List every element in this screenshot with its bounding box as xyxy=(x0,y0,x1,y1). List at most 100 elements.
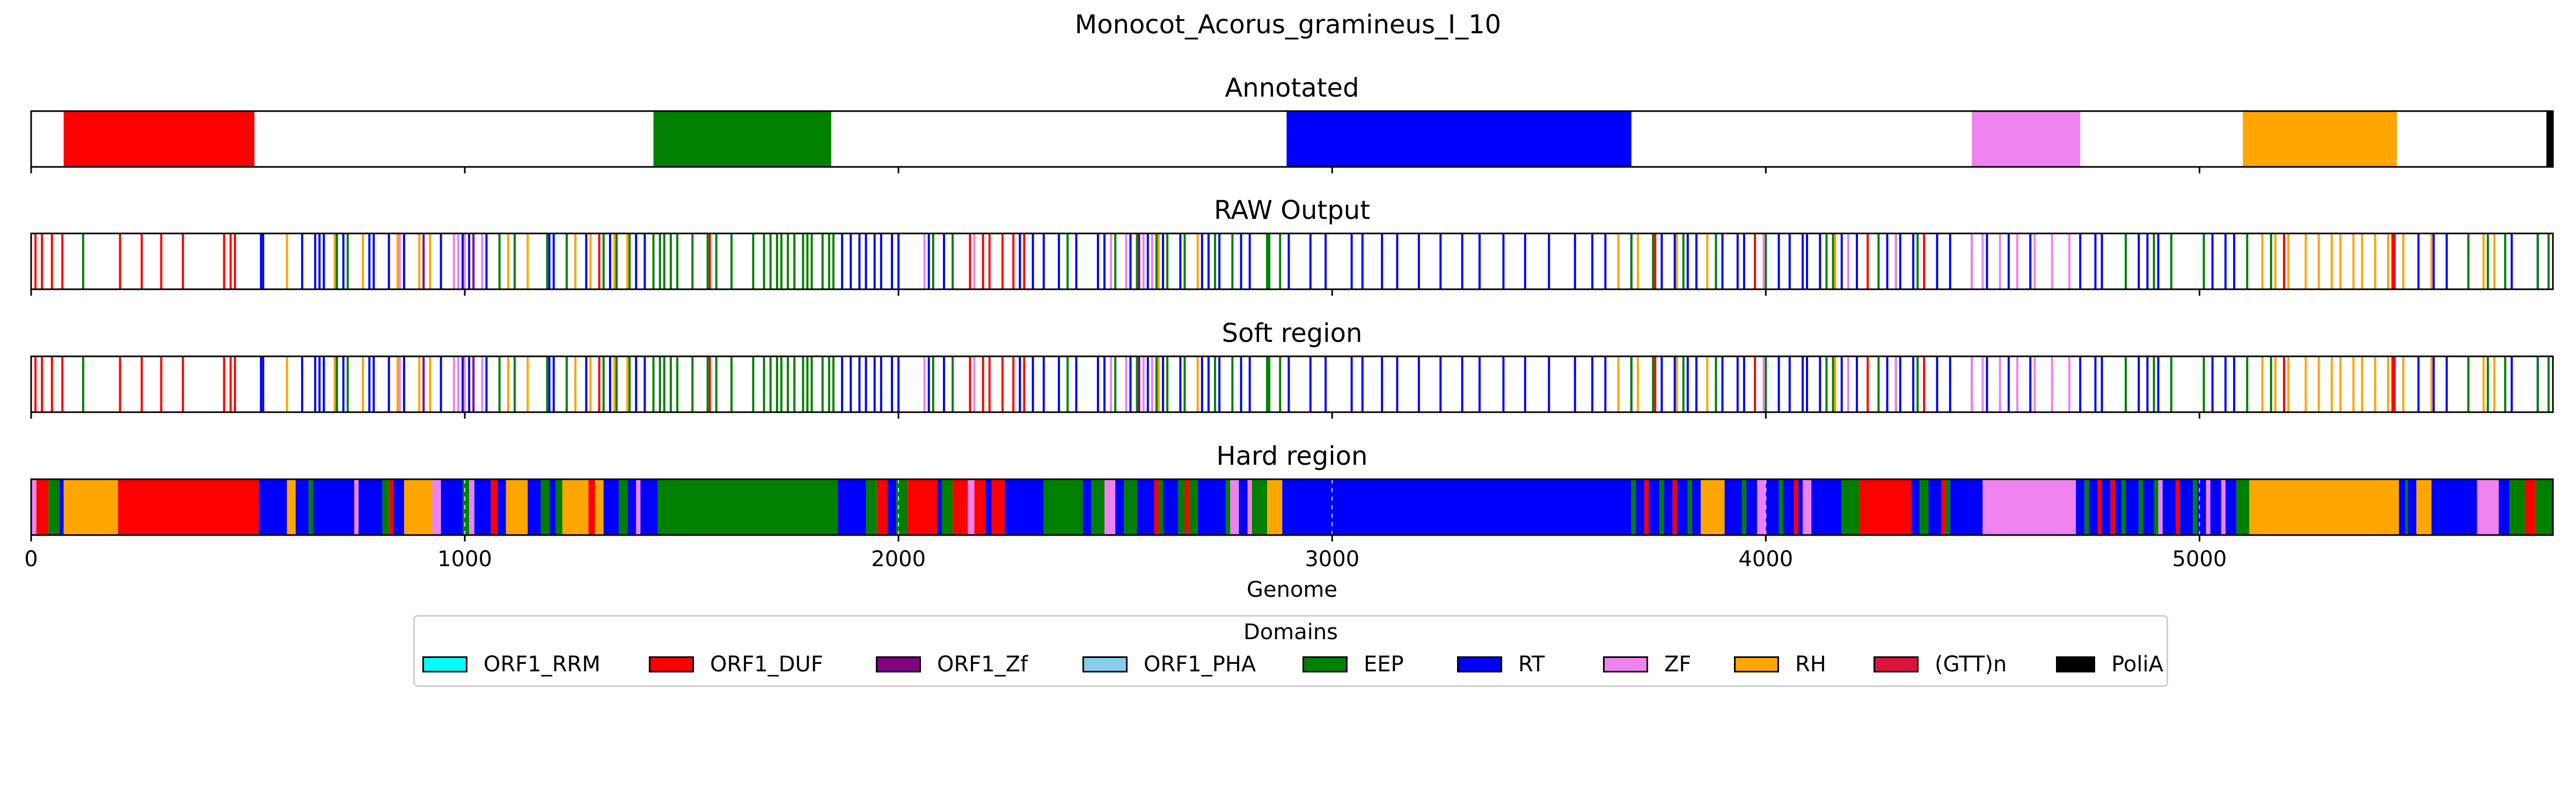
segment-rh xyxy=(287,479,296,535)
track-annotated: Annotated xyxy=(30,73,2554,173)
segment-rh xyxy=(562,479,589,535)
segment-rh xyxy=(404,479,433,535)
legend-item-polia: PoliA xyxy=(2056,651,2163,678)
segment-orf1-duf xyxy=(907,479,938,535)
segment-rt xyxy=(2225,479,2237,535)
track-frame xyxy=(30,355,2554,413)
legend-label: ZF xyxy=(1664,652,1692,677)
segment-eep xyxy=(1841,479,1860,535)
segment-eep xyxy=(1091,479,1105,535)
track-title: RAW Output xyxy=(1214,195,1370,225)
segment-rh xyxy=(2249,479,2399,535)
segment-rt xyxy=(1115,479,1124,535)
segment-zf xyxy=(31,479,36,535)
legend-swatch xyxy=(1302,656,1348,672)
legend-swatch xyxy=(2056,656,2096,672)
segment-rh xyxy=(506,479,528,535)
legend-item-gtt-n: (GTT)n xyxy=(1874,651,2056,678)
segment-orf1-duf xyxy=(1859,479,1912,535)
segment-rt xyxy=(441,479,463,535)
segment-eep xyxy=(1687,479,1692,535)
segment-orf1-duf xyxy=(2097,479,2102,535)
legend-item-rh: RH xyxy=(1734,651,1874,678)
track-raw-output: RAW Output xyxy=(30,195,2554,296)
segment-eep xyxy=(896,479,908,535)
segment-rt xyxy=(1766,479,1779,535)
segment-zf xyxy=(1247,479,1252,535)
segment-eep xyxy=(2121,479,2126,535)
segment-orf1-duf xyxy=(118,479,259,535)
segment-rt xyxy=(2399,479,2406,535)
segment-rt xyxy=(1911,479,1920,535)
segment-rt xyxy=(2143,479,2154,535)
legend-item-eep: EEP xyxy=(1302,651,1457,678)
segment-rt xyxy=(2431,479,2477,535)
segment-rt xyxy=(2197,479,2206,535)
segment-orf1-duf xyxy=(1154,479,1159,535)
legend-swatch xyxy=(1603,656,1648,672)
x-tick-label: 5000 xyxy=(2172,547,2227,572)
segment-eep xyxy=(1124,479,1137,535)
x-tick-label: 3000 xyxy=(1305,547,1359,572)
segment-eep xyxy=(2154,479,2158,535)
segment-orf1-duf xyxy=(974,479,985,535)
segment-rt xyxy=(1692,479,1701,535)
segment-rt xyxy=(937,479,942,535)
segment-rt xyxy=(1163,479,1179,535)
segment-orf1-duf xyxy=(991,479,1005,535)
segment-eep xyxy=(48,479,60,535)
segment-eep xyxy=(2193,479,2198,535)
segment-eep xyxy=(941,479,953,535)
track-hard-region: Hard region xyxy=(30,441,2554,541)
segment-rt xyxy=(2210,479,2221,535)
segment-rt xyxy=(2076,479,2085,535)
segment-rt xyxy=(1811,479,1842,535)
segment-rh xyxy=(595,479,604,535)
segment-orf1-duf xyxy=(1184,479,1189,535)
segment-rt xyxy=(887,479,897,535)
segment-eep xyxy=(1741,479,1746,535)
segment-orf1-duf xyxy=(2110,479,2115,535)
segment-zf xyxy=(354,479,359,535)
segment-rt xyxy=(2114,479,2121,535)
segment-eep xyxy=(866,479,877,535)
segment-zf xyxy=(1972,111,2081,167)
legend-swatch xyxy=(1082,656,1128,672)
legend-swatch xyxy=(1734,656,1779,672)
segment-eep xyxy=(1226,479,1231,535)
segment-eep xyxy=(657,479,838,535)
segment-zf xyxy=(2221,479,2226,535)
segment-eep xyxy=(1920,479,1929,535)
legend-swatch xyxy=(649,656,694,672)
segment-eep xyxy=(2236,479,2250,535)
segment-eep xyxy=(555,479,562,535)
segment-eep xyxy=(1189,479,1198,535)
segment-rt xyxy=(1724,479,1742,535)
segment-zf xyxy=(2477,479,2499,535)
segment-zf xyxy=(1757,479,1766,535)
x-tick-label: 2000 xyxy=(871,547,926,572)
segment-rh xyxy=(2243,111,2397,167)
legend-item-orf1-duf: ORF1_DUF xyxy=(649,651,876,678)
segment-rt xyxy=(838,479,866,535)
segment-eep xyxy=(1945,479,1950,535)
segment-zf xyxy=(2158,479,2163,535)
legend-label: RH xyxy=(1795,652,1826,677)
segment-rt xyxy=(2498,479,2510,535)
segment-orf1-duf xyxy=(36,479,49,535)
legend-label: RT xyxy=(1518,652,1545,677)
segment-rt xyxy=(259,479,287,535)
segment-rt xyxy=(640,479,658,535)
track-frame xyxy=(30,110,2554,168)
segment-rt xyxy=(985,479,992,535)
segment-rt xyxy=(2180,479,2193,535)
segment-eep xyxy=(1178,479,1185,535)
segment-eep xyxy=(2535,479,2553,535)
segment-rt xyxy=(627,479,636,535)
x-tick-label: 1000 xyxy=(437,547,492,572)
track-title: Hard region xyxy=(1217,441,1368,471)
segment-rh xyxy=(2416,479,2432,535)
segment-eep xyxy=(2084,479,2089,535)
segment-eep xyxy=(1043,479,1083,535)
